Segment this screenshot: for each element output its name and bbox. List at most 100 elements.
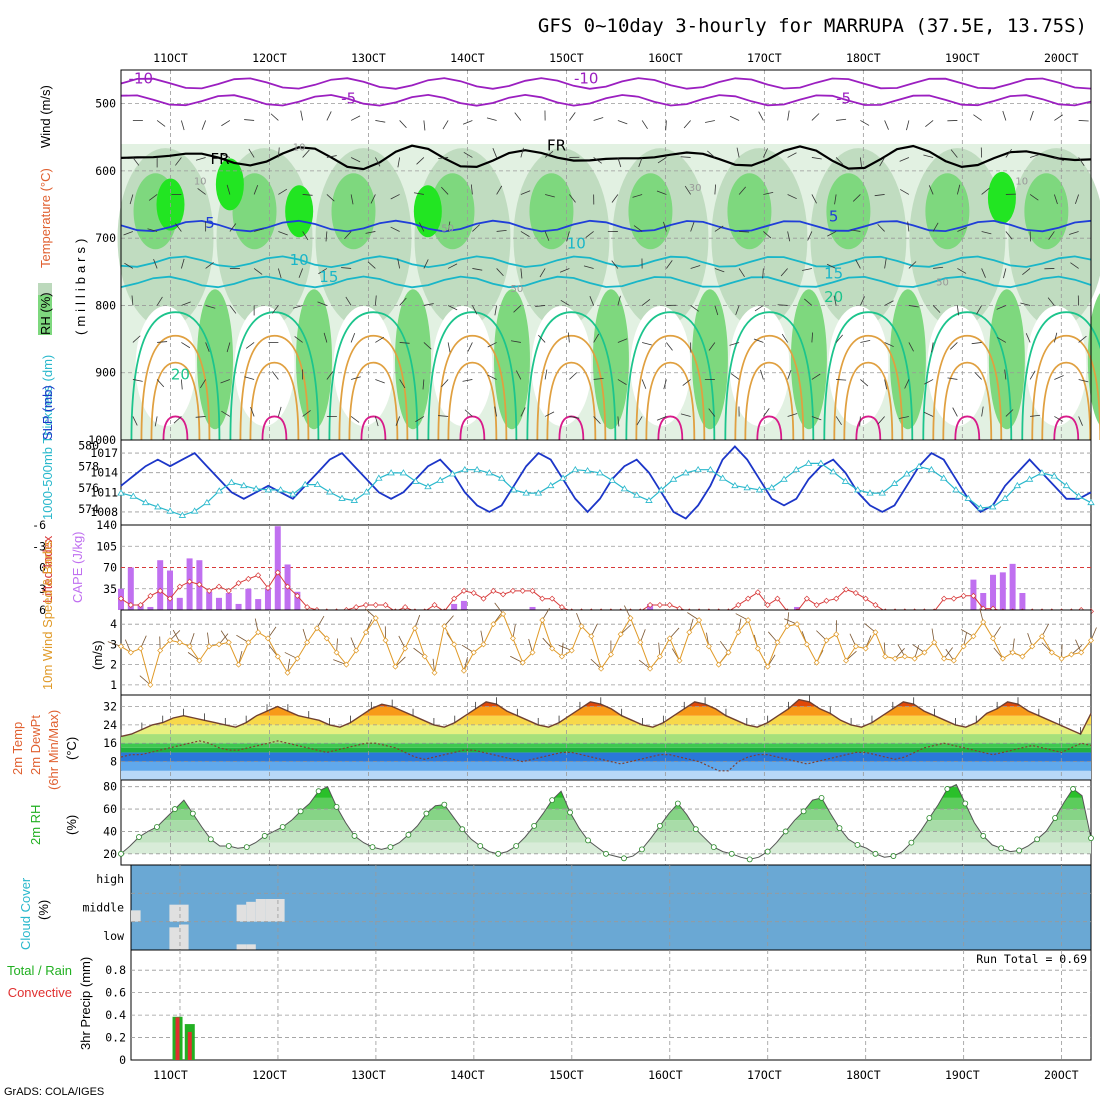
wind-barb	[735, 305, 740, 315]
cloud-cell	[246, 944, 256, 950]
temp-band	[121, 770, 1091, 780]
wind-speed-marker	[882, 653, 889, 660]
temp-line	[120, 698, 1092, 738]
wind-barb	[131, 295, 134, 306]
wind-barb	[589, 296, 594, 306]
thickness-marker	[338, 494, 346, 501]
thickness-marker	[203, 498, 211, 506]
isotherm-line	[120, 255, 1092, 269]
thickness-marker	[522, 489, 530, 496]
wind-speed-marker	[627, 615, 634, 622]
wind-barb	[272, 371, 279, 380]
thickness-marker	[608, 476, 616, 483]
wind-barb	[226, 184, 231, 195]
thickness-marker	[682, 469, 690, 476]
wind-barb	[447, 342, 451, 353]
li-marker	[264, 585, 271, 592]
wind-barb	[641, 298, 651, 306]
li-marker	[157, 587, 164, 594]
y-tick-label-left: -6	[32, 518, 46, 532]
temp-band	[121, 724, 1091, 735]
dewpoint-line	[120, 740, 1092, 772]
thickness-marker	[375, 474, 383, 481]
thickness-marker	[669, 475, 678, 482]
ylabel-2m-temp: 2m Temp	[10, 722, 25, 775]
wind-speed-marker	[745, 617, 752, 624]
ylabel-millibars: (millibars)	[73, 235, 88, 335]
wind-speed-marker	[166, 637, 173, 644]
wind-barb	[132, 335, 141, 343]
thickness-marker	[817, 459, 825, 466]
x-tick-label-top: 20OCT	[1044, 51, 1079, 65]
thickness-marker	[694, 465, 702, 473]
wind-barb	[947, 377, 958, 380]
wind-barb-10m	[395, 656, 406, 667]
wind-barb	[754, 305, 764, 312]
rh2m-marker	[279, 824, 286, 830]
li-marker	[852, 590, 859, 596]
cloud-row-labels: high middle low	[82, 872, 124, 943]
wind-speed-marker	[666, 635, 673, 642]
panel-precip: 0.8 0.6 0.4 0.2 0 Run Total = 0.69 Total / R…	[7, 949, 1092, 1067]
wind-barb	[638, 157, 643, 167]
wind-barb	[270, 113, 279, 121]
ylabel-cloud: Cloud Cover	[18, 877, 33, 950]
thickness-marker	[841, 477, 850, 484]
wind-barb	[129, 194, 134, 205]
thickness-marker	[939, 474, 948, 481]
thickness-marker	[154, 503, 162, 510]
li-marker	[255, 572, 262, 579]
precip-convective-bar	[175, 1017, 180, 1060]
credit: GrADS: COLA/IGES	[4, 1086, 104, 1098]
y-tick-label: 0.8	[105, 963, 126, 977]
wind-barb	[787, 231, 791, 242]
contour-label: FR	[210, 150, 229, 168]
isotherm-line	[823, 311, 914, 441]
thickness-marker	[952, 486, 960, 493]
isotherm-line	[1031, 334, 1100, 441]
y-tick-label: 1000	[88, 433, 116, 447]
y-tick-label: 24	[103, 718, 117, 732]
li-marker	[470, 590, 477, 596]
wind-barb	[180, 258, 185, 269]
isotherm-line	[150, 361, 201, 441]
thickness-marker	[1038, 469, 1046, 476]
cape-bar	[294, 591, 301, 610]
wind-speed-marker	[333, 649, 340, 656]
li-marker	[774, 595, 781, 602]
contour-label: -5	[341, 90, 356, 108]
y-tick-label-right: 1017	[90, 446, 118, 460]
contour-label: 10	[1015, 176, 1028, 187]
rh2m-marker	[171, 806, 178, 812]
wind-barb	[447, 305, 458, 311]
li-marker	[529, 587, 536, 594]
wind-barb	[226, 342, 231, 353]
wind-speed-marker	[264, 635, 271, 642]
panel-cloud-frame	[130, 864, 1092, 951]
wind-barb	[1078, 379, 1089, 383]
wind-speed-marker	[402, 645, 409, 652]
wind-barb	[729, 342, 740, 346]
wind-barb	[487, 374, 497, 380]
wind-barb	[195, 416, 206, 418]
cloud-cell	[236, 904, 247, 922]
thickness-marker	[964, 494, 972, 501]
wind-barb	[544, 231, 550, 241]
li-marker	[118, 595, 124, 602]
ylabel-convective: Convective	[8, 985, 72, 1000]
wind-barb	[877, 223, 885, 232]
wind-speed-marker	[676, 657, 683, 664]
panel-rh2m: 80 60 40 20 2m RH (%)	[28, 779, 1094, 866]
thickness-marker	[362, 488, 371, 495]
wind-barb	[245, 342, 255, 349]
wind-barb-10m	[960, 629, 974, 637]
thickness-marker	[976, 504, 985, 511]
cape-bar	[206, 591, 213, 610]
temp-band	[121, 761, 1091, 771]
y-tick-label: 0	[119, 1053, 126, 1067]
cloud-cell	[246, 901, 256, 922]
wind-barb	[739, 231, 750, 233]
cloud-row-label: low	[103, 929, 124, 943]
wind-barb	[175, 223, 182, 232]
y-ticks-wind: 4 3 2 1	[110, 617, 117, 692]
